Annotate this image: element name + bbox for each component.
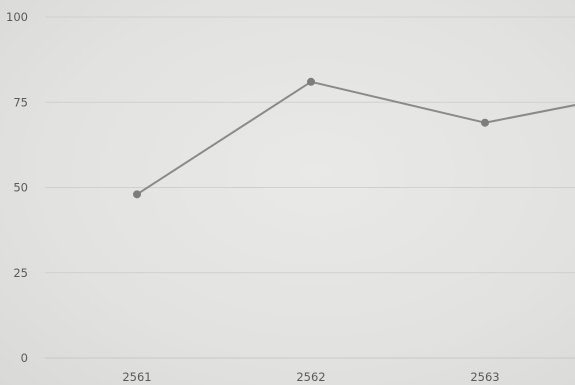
x-tick-label: 2563 <box>470 370 499 384</box>
y-tick-label: 50 <box>13 181 28 195</box>
data-point[interactable] <box>481 118 489 127</box>
y-tick-label: 0 <box>21 351 28 365</box>
y-tick-label: 25 <box>13 266 28 280</box>
data-point[interactable] <box>307 77 315 86</box>
x-tick-label: 2561 <box>122 370 151 384</box>
gridlines <box>45 16 575 359</box>
data-point[interactable] <box>133 190 141 199</box>
series-line <box>136 80 575 196</box>
y-axis-tick-labels: 0 25 50 75 100 <box>6 10 28 365</box>
y-tick-label: 100 <box>6 10 28 24</box>
y-tick-label: 75 <box>13 95 28 109</box>
x-axis-tick-labels: 2561 2562 2563 <box>122 370 499 384</box>
x-tick-label: 2562 <box>296 370 325 384</box>
series-layer <box>133 77 575 199</box>
